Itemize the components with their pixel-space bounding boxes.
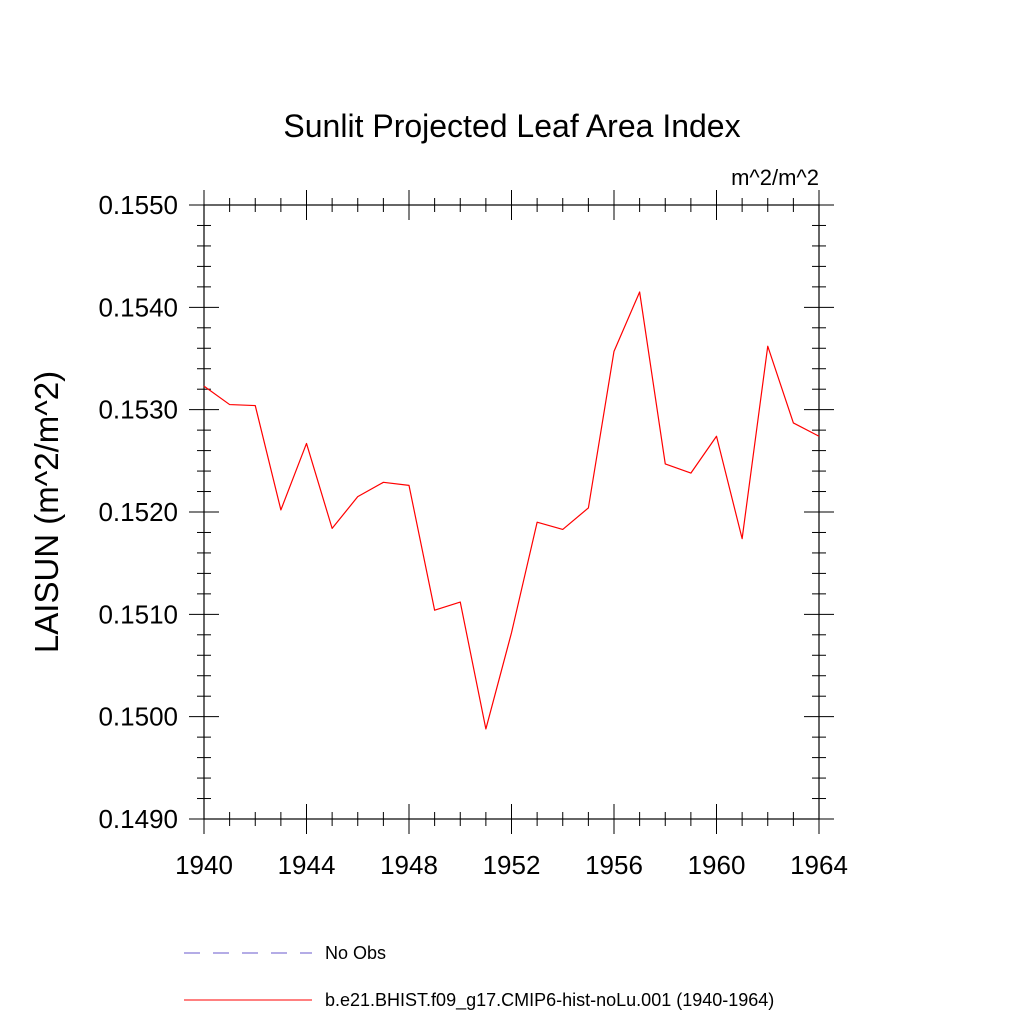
y-tick-labels: 0.1490 0.1500 0.1510 0.1520 0.1530 0.1540 0.15… [98,190,178,834]
x-tick-label: 1948 [380,850,438,880]
x-tick-label: 1940 [175,850,233,880]
major-ticks [189,190,834,834]
y-tick-label: 0.1540 [98,292,178,322]
series-layer [203,291,820,730]
x-tick-label: 1952 [483,850,541,880]
x-tick-label: 1944 [278,850,336,880]
chart-title: Sunlit Projected Leaf Area Index [283,108,740,144]
y-tick-label: 0.1550 [98,190,178,220]
y-tick-label: 0.1500 [98,702,178,732]
x-tick-label: 1956 [585,850,643,880]
units-label: m^2/m^2 [731,165,819,190]
y-tick-label: 0.1490 [98,804,178,834]
legend: No Obs b.e21.BHIST.f09_g17.CMIP6-hist-noL… [184,943,774,1011]
y-tick-label: 0.1530 [98,395,178,425]
minor-ticks [197,198,826,826]
y-tick-label: 0.1510 [98,599,178,629]
x-tick-labels: 1940 1944 1948 1952 1956 1960 1964 [175,850,848,880]
y-tick-label: 0.1520 [98,497,178,527]
x-tick-label: 1964 [790,850,848,880]
plot-frame [203,204,820,820]
x-tick-label: 1960 [688,850,746,880]
legend-label: No Obs [325,943,386,963]
y-axis-label: LAISUN (m^2/m^2) [28,371,65,653]
series-line [203,291,820,730]
legend-label: b.e21.BHIST.f09_g17.CMIP6-hist-noLu.001 … [325,990,774,1011]
